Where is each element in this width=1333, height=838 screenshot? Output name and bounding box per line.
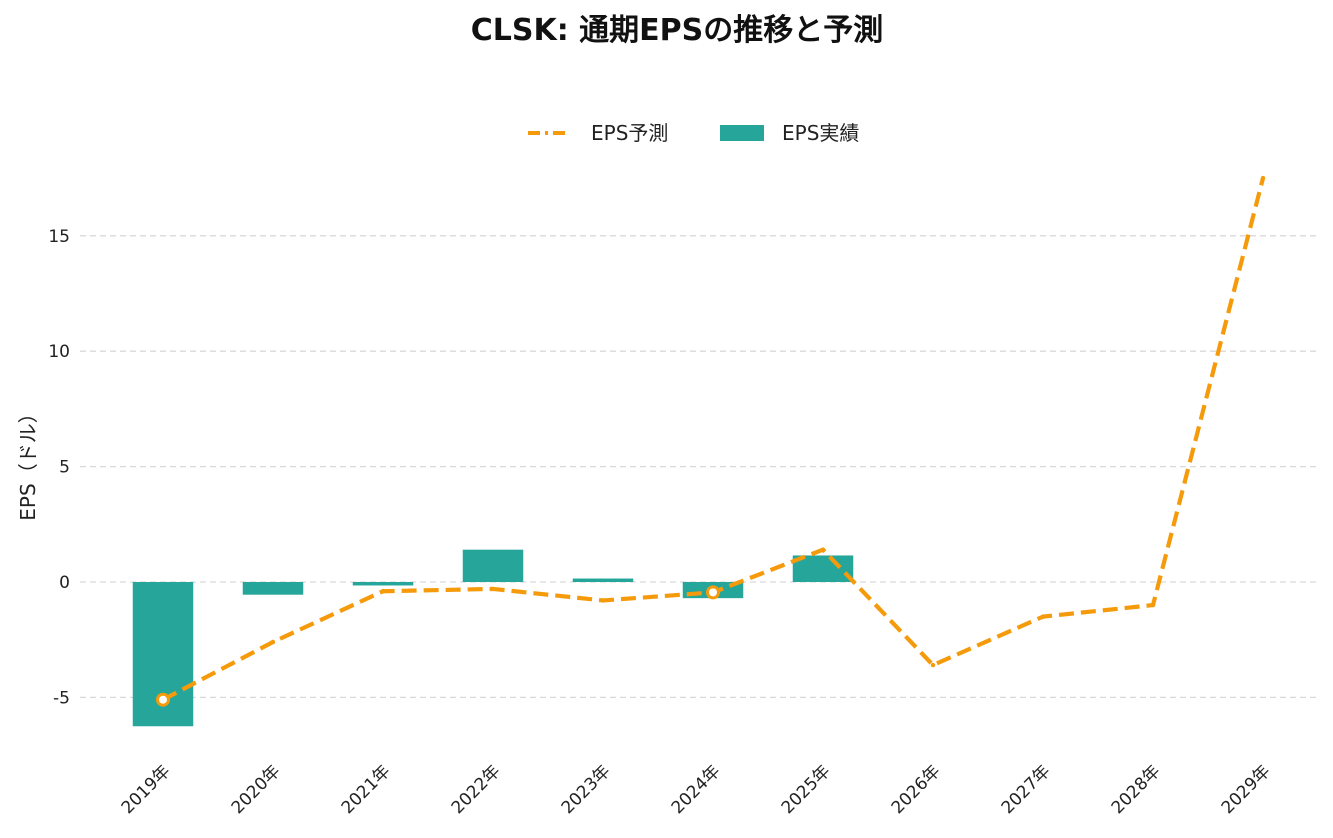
x-tick-label: 2026年 xyxy=(888,761,945,818)
legend-forecast-label: EPS予測 xyxy=(591,121,668,145)
x-tick-label: 2027年 xyxy=(998,761,1055,818)
y-tick-label: 0 xyxy=(59,573,70,593)
actual-bar xyxy=(242,582,304,595)
y-tick-label: 15 xyxy=(48,227,70,247)
x-tick-label: 2021年 xyxy=(338,761,395,818)
actual-bar xyxy=(352,582,414,586)
forecast-point-highlight xyxy=(156,692,170,707)
forecast-point xyxy=(600,598,606,603)
y-tick-label: 10 xyxy=(48,342,70,362)
x-tick-labels: 2019年 2020年 2021年 2022年 2023年 2024年 2025年 2026年… xyxy=(118,761,1275,818)
forecast-line xyxy=(156,175,1266,707)
actual-bar xyxy=(792,555,854,582)
actual-bars xyxy=(132,549,854,727)
y-tick-label: 5 xyxy=(59,458,70,478)
y-tick-label: -5 xyxy=(53,688,70,708)
forecast-point xyxy=(1150,602,1156,608)
forecast-point xyxy=(1040,614,1046,619)
x-tick-label: 2025年 xyxy=(778,761,835,818)
y-tick-labels: -5 0 5 10 15 xyxy=(48,227,70,709)
forecast-point-highlight xyxy=(706,585,720,600)
x-tick-label: 2023年 xyxy=(558,761,615,818)
forecast-point xyxy=(1260,175,1266,181)
chart-title: CLSK: 通期EPSの推移と予測 xyxy=(471,13,884,48)
actual-bar xyxy=(462,549,524,582)
x-tick-label: 2029年 xyxy=(1218,761,1275,818)
legend: EPS予測 EPS実績 xyxy=(528,121,859,145)
x-tick-label: 2028年 xyxy=(1108,761,1165,818)
actual-bar xyxy=(572,578,634,582)
x-tick-label: 2024年 xyxy=(668,761,725,818)
x-tick-label: 2020年 xyxy=(228,761,285,818)
legend-actual-label: EPS実績 xyxy=(782,121,859,145)
forecast-polyline xyxy=(162,177,1266,702)
forecast-point xyxy=(930,662,936,668)
x-tick-label: 2019年 xyxy=(118,761,175,818)
forecast-point xyxy=(820,547,826,552)
forecast-point xyxy=(490,586,496,592)
forecast-point xyxy=(380,589,386,594)
grid-lines xyxy=(80,235,1318,699)
y-axis-label: EPS（ドル） xyxy=(16,403,40,520)
forecast-point xyxy=(270,639,276,645)
x-tick-label: 2022年 xyxy=(448,761,505,818)
legend-actual-swatch xyxy=(720,125,764,141)
